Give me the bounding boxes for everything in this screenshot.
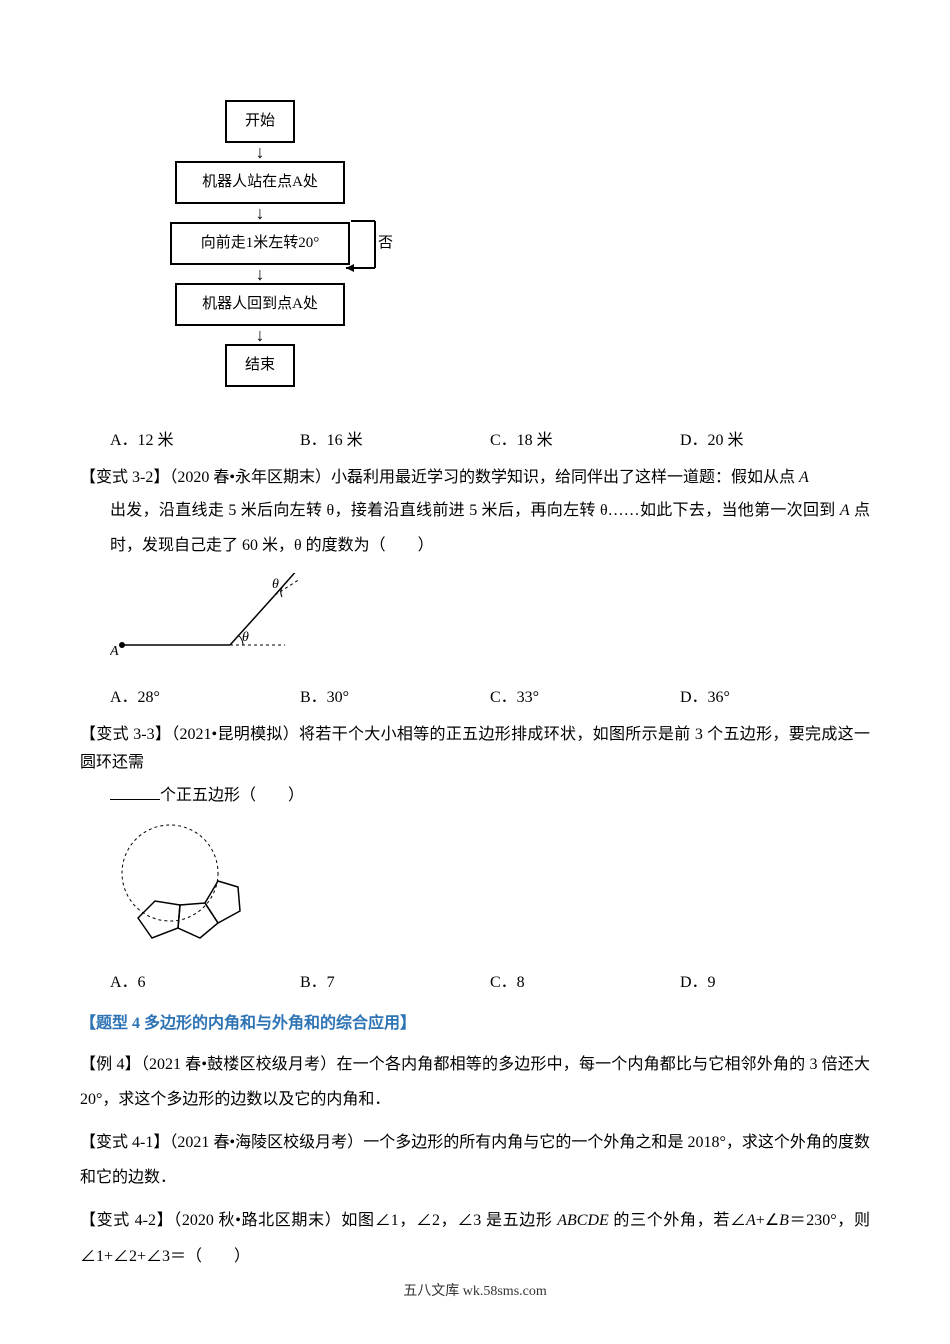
q-4-2-text3: +∠: [756, 1212, 779, 1229]
q1-option-c: C．18 米: [490, 427, 680, 456]
pentagon-diagram: [110, 823, 870, 954]
pentagon-svg: [110, 823, 260, 943]
q-4-2-A: A: [746, 1212, 756, 1229]
q1-option-d: D．20 米: [680, 427, 870, 456]
q-3-3-body: 个正五边形（ ）: [80, 778, 870, 813]
flowchart-diagram: 开始 ↓ 机器人站在点A处 ↓ 向前走1米左转20° ↓ 机器人回到点A处 ↓ …: [160, 100, 870, 387]
q-3-2-option-c: C．33°: [490, 684, 680, 713]
q-3-3-tag: 【变式 3-3】: [80, 726, 171, 743]
q-3-2-option-a: A．28°: [110, 684, 300, 713]
flow-start: 开始: [225, 100, 295, 143]
q-4-2-tag: 【变式 4-2】: [80, 1212, 173, 1229]
q-3-2-A1: A: [799, 469, 809, 486]
q-3-3-options: A．6 B．7 C．8 D．9: [110, 969, 870, 998]
q-4: 【例 4】（2021 春•鼓楼区校级月考）在一个各内角都相等的多边形中，每一个内…: [80, 1047, 870, 1117]
q-3-2-body: 出发，沿直线走 5 米后向左转 θ，接着沿直线前进 5 米后，再向左转 θ……如…: [80, 493, 870, 563]
flowchart-container: 开始 ↓ 机器人站在点A处 ↓ 向前走1米左转20° ↓ 机器人回到点A处 ↓ …: [160, 100, 360, 387]
q-4-tag: 【例 4】: [80, 1056, 141, 1073]
q-3-3-option-a: A．6: [110, 969, 300, 998]
angle-svg: A θ θ: [110, 573, 300, 658]
q-4-2-source: （2020 秋•路北区期末）: [173, 1212, 341, 1229]
flow-arrow-1: ↓: [256, 143, 265, 161]
q-4-2-abcde: ABCDE: [557, 1212, 609, 1229]
q-3-2-options: A．28° B．30° C．33° D．36°: [110, 684, 870, 713]
page-footer: 五八文库 wk.58sms.com: [0, 1279, 950, 1304]
q-4-2: 【变式 4-2】（2020 秋•路北区期末）如图∠1，∠2，∠3 是五边形 AB…: [80, 1203, 870, 1273]
q-4-2-text2: 的三个外角，若∠: [609, 1212, 746, 1229]
q1-options: A．12 米 B．16 米 C．18 米 D．20 米: [110, 427, 870, 456]
q-3-3-blank: [110, 784, 160, 800]
svg-text:θ: θ: [242, 630, 249, 645]
q-3-2-A2: A: [840, 502, 850, 519]
q-3-2-option-d: D．36°: [680, 684, 870, 713]
flow-step1: 机器人站在点A处: [175, 161, 345, 204]
flow-arrow-2: ↓: [256, 204, 265, 222]
q-4-1: 【变式 4-1】（2021 春•海陵区校级月考）一个多边形的所有内角与它的一个外…: [80, 1125, 870, 1195]
q-3-2-tag: 【变式 3-2】: [80, 469, 169, 486]
q-4-source: （2021 春•鼓楼区校级月考）: [141, 1056, 337, 1073]
q-3-2-text1: 小磊利用最近学习的数学知识，给同伴出了这样一道题：假如从点: [331, 469, 799, 486]
svg-text:A: A: [110, 644, 119, 658]
svg-text:θ: θ: [272, 577, 279, 592]
q-4-1-tag: 【变式 4-1】: [80, 1134, 169, 1151]
q-3-3-option-d: D．9: [680, 969, 870, 998]
q-3-3-source: （2021•昆明模拟）: [171, 726, 299, 743]
q-4-1-source: （2021 春•海陵区校级月考）: [169, 1134, 363, 1151]
q-4-2-B: B: [779, 1212, 789, 1229]
q1-option-a: A．12 米: [110, 427, 300, 456]
q-3-3-option-c: C．8: [490, 969, 680, 998]
q-3-2-source: （2020 春•永年区期末）: [169, 469, 331, 486]
q1-option-b: B．16 米: [300, 427, 490, 456]
q-4-2-text1: 如图∠1，∠2，∠3 是五边形: [341, 1212, 557, 1229]
flow-arrow-4: ↓: [256, 326, 265, 344]
q-3-2-text2: 出发，沿直线走 5 米后向左转 θ，接着沿直线前进 5 米后，再向左转 θ……如…: [110, 502, 840, 519]
q-3-2: 【变式 3-2】（2020 春•永年区期末）小磊利用最近学习的数学知识，给同伴出…: [80, 464, 870, 563]
flow-arrow-3: ↓: [256, 265, 265, 283]
q-3-3-option-b: B．7: [300, 969, 490, 998]
flow-end: 结束: [225, 344, 295, 387]
flow-no-label: 否: [378, 230, 393, 257]
angle-diagram: A θ θ: [110, 573, 870, 669]
q-3-2-option-b: B．30°: [300, 684, 490, 713]
flow-step3: 机器人回到点A处: [175, 283, 345, 326]
flow-step2: 向前走1米左转20°: [170, 222, 350, 265]
section-4-title: 【题型 4 多边形的内角和与外角和的综合应用】: [80, 1010, 870, 1039]
q-3-3: 【变式 3-3】（2021•昆明模拟）将若干个大小相等的正五边形排成环状，如图所…: [80, 721, 870, 814]
q-3-3-text2: 个正五边形（ ）: [160, 787, 304, 804]
